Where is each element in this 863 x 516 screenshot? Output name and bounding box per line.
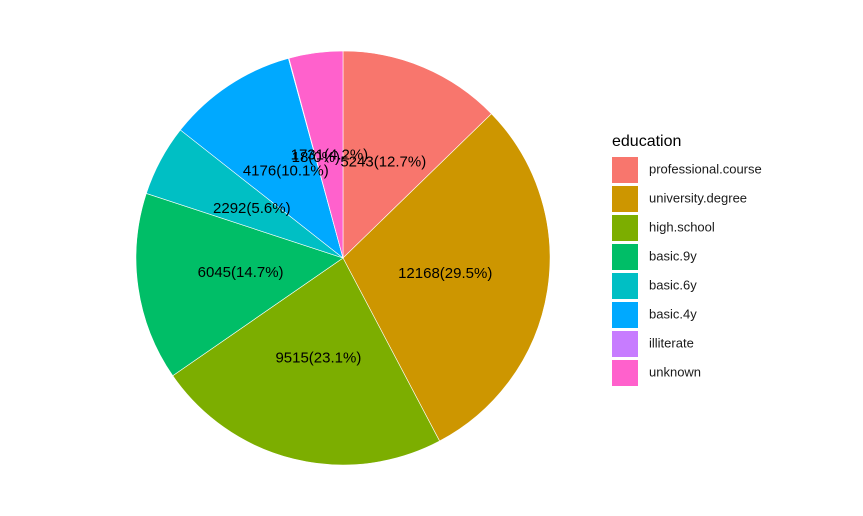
legend-label-illiterate: illiterate — [649, 335, 694, 350]
legend-label-professional-course: professional.course — [649, 161, 762, 176]
legend-key-unknown — [612, 360, 638, 386]
pie-slice-professional-course — [342, 50, 492, 259]
pie-slice-basic-9y — [135, 193, 344, 377]
legend-key-high-school — [612, 215, 638, 241]
pie-slice-high-school — [172, 257, 441, 466]
legend-key-basic-4y — [612, 302, 638, 328]
slice-label-illiterate: 18(0%) — [292, 149, 340, 166]
legend-key-professional-course — [612, 157, 638, 183]
legend-label-basic-4y: basic.4y — [649, 306, 697, 321]
legend-key-basic-6y — [612, 273, 638, 299]
legend: education professional.course university.… — [612, 133, 762, 386]
slice-label-high-school: 9515(23.1%) — [275, 349, 361, 366]
legend-title: education — [612, 133, 681, 150]
pie-slice-basic-4y — [179, 57, 344, 259]
legend-label-unknown: unknown — [649, 364, 701, 379]
slice-label-basic-6y: 2292(5.6%) — [213, 200, 291, 217]
slice-label-professional-course: 5243(12.7%) — [340, 154, 426, 171]
pie-slice-labels: 5243(12.7%) 12168(29.5%) 9515(23.1%) 6045(1… — [198, 146, 493, 366]
slice-label-unknown: 1731(4.2%) — [291, 146, 369, 163]
pie-slice-university-degree — [342, 113, 551, 442]
legend-key-illiterate — [612, 331, 638, 357]
pie-slice-unknown — [288, 50, 344, 259]
legend-label-basic-6y: basic.6y — [649, 277, 697, 292]
slice-label-basic-9y: 6045(14.7%) — [198, 264, 284, 281]
slice-label-university-degree: 12168(29.5%) — [398, 265, 492, 282]
legend-key-basic-9y — [612, 244, 638, 270]
legend-key-university-degree — [612, 186, 638, 212]
legend-label-basic-9y: basic.9y — [649, 248, 697, 263]
legend-label-university-degree: university.degree — [649, 190, 747, 205]
legend-label-high-school: high.school — [649, 219, 715, 234]
pie-slices — [135, 50, 551, 466]
slice-label-basic-4y: 4176(10.1%) — [243, 163, 329, 180]
